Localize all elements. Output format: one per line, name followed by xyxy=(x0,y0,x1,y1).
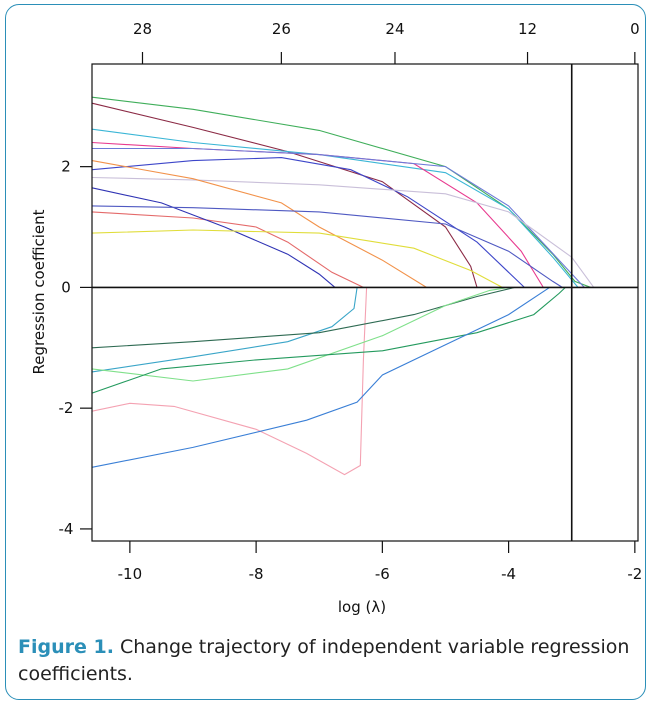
y-tick-label: -2 xyxy=(59,399,74,417)
coefficient-path-13 xyxy=(91,287,368,476)
coefficient-paths xyxy=(91,96,595,476)
coefficient-path-17 xyxy=(91,287,566,394)
coefficient-path-18 xyxy=(91,286,550,468)
coefficient-path-11 xyxy=(91,205,563,288)
plot-area-frame xyxy=(91,63,639,542)
coefficient-path-9 xyxy=(91,211,364,288)
coefficient-path-14 xyxy=(91,287,358,373)
coefficient-path-1 xyxy=(91,96,591,288)
figure-caption: Figure 1. Change trajectory of independe… xyxy=(18,634,642,688)
figure-label: Figure 1. xyxy=(18,636,114,658)
top-axis: 28 26 24 12 0 xyxy=(133,20,640,64)
coefficient-path-5 xyxy=(92,147,585,288)
coefficient-path-12 xyxy=(91,229,503,288)
figure-frame xyxy=(5,4,646,700)
coefficient-path-16 xyxy=(91,286,509,382)
x-tick-label: -2 xyxy=(627,565,642,583)
coefficient-path-6 xyxy=(91,157,525,288)
x-tick-label: -8 xyxy=(249,565,264,583)
coefficient-path-8 xyxy=(91,160,427,288)
x-axis-label: log (λ) xyxy=(338,598,386,616)
y-axis: -4 -2 0 2 xyxy=(59,158,92,538)
coefficient-path-3 xyxy=(91,128,579,288)
coefficient-path-15 xyxy=(91,286,516,349)
top-tick-label: 28 xyxy=(133,20,152,38)
top-tick-label: 24 xyxy=(385,20,404,38)
y-tick-label: 0 xyxy=(61,278,71,296)
y-tick-label: -4 xyxy=(59,520,74,538)
x-tick-label: -4 xyxy=(501,565,516,583)
x-axis: -10 -8 -6 -4 -2 xyxy=(118,541,642,583)
regression-path-chart: 28 26 24 12 0 -4 -2 0 2 -10 -8 -6 -4 -2 Regression … xyxy=(30,20,642,616)
caption-text: Change trajectory of independent variabl… xyxy=(18,636,630,685)
top-tick-label: 26 xyxy=(272,20,291,38)
coefficient-path-7 xyxy=(91,176,595,288)
y-tick-label: 2 xyxy=(61,158,71,176)
coefficient-path-10 xyxy=(91,187,336,288)
y-axis-label: Regression coefficient xyxy=(30,209,48,374)
top-tick-label: 12 xyxy=(518,20,537,38)
coefficient-path-2 xyxy=(91,102,478,288)
top-tick-label: 0 xyxy=(630,20,640,38)
x-tick-label: -10 xyxy=(118,565,143,583)
x-tick-label: -6 xyxy=(375,565,390,583)
